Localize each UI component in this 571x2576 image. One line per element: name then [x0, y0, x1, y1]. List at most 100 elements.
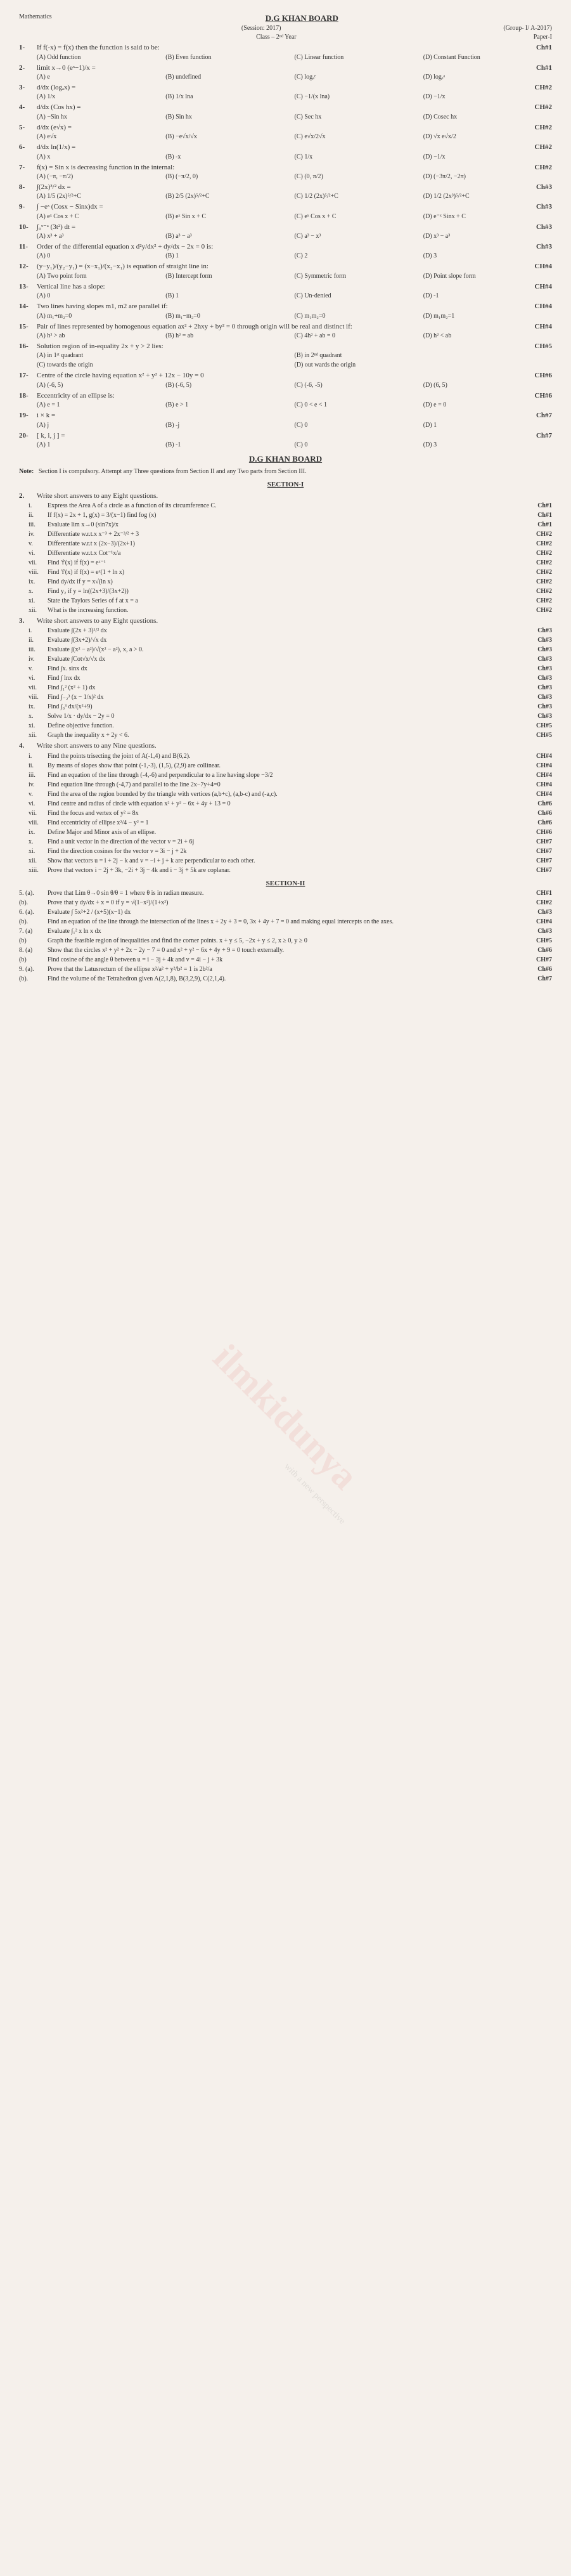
mcq-opts: (A) 1/x(B) 1/x lna(C) −1/(x lna)(D) −1/x — [19, 93, 552, 101]
ch-ref: Ch#3 — [520, 183, 552, 192]
mcq-opts: (A) 0(B) 1(C) 2(D) 3 — [19, 252, 552, 261]
sub-question: ix. Find ∫₀³ dx/(x²+9) Ch#3 — [19, 703, 552, 712]
mcq-opts: (A) (-6, 5)(B) (-6, 5)(C) (-6, -5)(D) (6… — [19, 381, 552, 390]
long-num: 8. (a) — [19, 946, 48, 955]
q-num: 2- — [19, 63, 37, 73]
mcq-opt: (D) -1 — [423, 292, 552, 301]
mcq-opt: (D) 1/2 (2x³)⁵/²+C — [423, 192, 552, 201]
mcq-opt: (C) towards the origin — [37, 361, 165, 370]
ch-ref: CH#5 — [520, 342, 552, 351]
mcq-opts: (A) e = 1(B) e > 1(C) 0 < e < 1(D) e = 0 — [19, 401, 552, 410]
mcq-opt: (A) x³ + a³ — [37, 232, 165, 241]
mcq-row: 4- d/dx (Cos hx) = CH#2 — [19, 103, 552, 112]
sub-ch: Ch#3 — [523, 646, 552, 654]
ch-ref: Ch#3 — [520, 202, 552, 212]
sub-num: iv. — [29, 655, 48, 664]
mcq-opt: (D) m₁m₂=1 — [423, 312, 552, 321]
long-text: Find cosine of the angle θ between u = i… — [48, 956, 523, 965]
sub-ch: CH#4 — [523, 781, 552, 790]
q-num: 18- — [19, 391, 37, 401]
mcq-opt: (A) Two point form — [37, 272, 165, 281]
sub-ch: CH#7 — [523, 838, 552, 847]
sub-num: ix. — [29, 578, 48, 587]
mcq-opts: (A) eˣ Cos x + C(B) eˣ Sin x + C(C) eˣ C… — [19, 212, 552, 221]
long-text: Find an equation of the line through the… — [48, 918, 523, 927]
sub-question: xi. Find the direction cosines for the v… — [19, 847, 552, 856]
mcq-opts: (A) h² > ab(B) h² = ab(C) 4h² + ab = 0(D… — [19, 332, 552, 341]
mcq-opts: (A) x(B) -x(C) 1/x(D) −1/x — [19, 153, 552, 162]
sub-ch: CH#2 — [523, 540, 552, 549]
mcq-opt: (A) −Sin hx — [37, 113, 165, 122]
mcq-opt: (C) −1/(x lna) — [295, 93, 423, 101]
sub-num: ix. — [29, 703, 48, 712]
long-num: (b) — [19, 937, 48, 946]
mcq-opt: (D) (−3π/2, −2π) — [423, 172, 552, 181]
mcq-opt: (C) Sec hx — [295, 113, 423, 122]
q3-head: 3.Write short answers to any Eight quest… — [19, 616, 552, 626]
note: Note: Section I is compulsory. Attempt a… — [19, 467, 552, 476]
sub-question: ii. By means of slopes show that point (… — [19, 762, 552, 771]
sub-text: Prove that vectors i − 2j + 3k, −2i + 3j… — [48, 866, 523, 875]
mcq-opt: (B) -j — [165, 421, 294, 430]
mcq-opt: (C) 1/2 (2x)⁵/²+C — [295, 192, 423, 201]
q-text: d/dx (e√x) = — [37, 123, 520, 133]
q2-head: 2.Write short answers to any Eight quest… — [19, 491, 552, 501]
sub-question: v. Differentiate w.r.t x (2x−3)/(2x+1) C… — [19, 540, 552, 549]
sub-question: xii. Show that vectors u = i + 2j − k an… — [19, 857, 552, 866]
mcq-row: 11- Order of the differential equation x… — [19, 242, 552, 252]
mcq-row: 13- Vertical line has a slope: CH#4 — [19, 282, 552, 292]
sub-num: xiii. — [29, 866, 48, 875]
sub-text: Find y₂ if y = ln((2x+3)/(3x+2)) — [48, 587, 523, 596]
sub-text: Find 'f'(x) if f(x) = eˣ(1 + ln x) — [48, 568, 523, 577]
sub-ch: Ch#3 — [523, 684, 552, 693]
q-num: 14- — [19, 302, 37, 311]
q-text: [ k, i, j ] = — [37, 431, 520, 441]
q-num: 12- — [19, 262, 37, 271]
q-text: f(x) = Sin x is decreasing function in t… — [37, 163, 520, 172]
mcq-opt: (D) Point slope form — [423, 272, 552, 281]
q-num: 8- — [19, 183, 37, 192]
header-row3: Paper-I Class – 2ⁿᵈ Year — [19, 33, 552, 42]
ch-ref: Ch#1 — [520, 63, 552, 73]
long-text: Find the volume of the Tetrahedron given… — [48, 975, 523, 984]
sub-num: xii. — [29, 731, 48, 740]
ch-ref: CH#2 — [520, 103, 552, 112]
mcq-opt: (C) Symmetric form — [295, 272, 423, 281]
mcq-opt: (C) m₁m₂=0 — [295, 312, 423, 321]
q-num: 15- — [19, 322, 37, 332]
q3-items: i. Evaluate ∫(2x + 3)¹/² dx Ch#3ii. Eval… — [19, 627, 552, 740]
mcq-opt: (B) 1 — [165, 292, 294, 301]
mcq-opt: (C) 0 < e < 1 — [295, 401, 423, 410]
long-text: Evaluate ∫₁² x ln x dx — [48, 927, 523, 936]
sub-num: x. — [29, 712, 48, 721]
sub-question: x. Find y₂ if y = ln((2x+3)/(3x+2)) CH#2 — [19, 587, 552, 596]
mcq-opt: (B) (-6, 5) — [165, 381, 294, 390]
mcq-row: 20- [ k, i, j ] = Ch#7 — [19, 431, 552, 441]
mcq-opt: (C) (-6, -5) — [295, 381, 423, 390]
long-question: (b) Find cosine of the angle θ between u… — [19, 956, 552, 965]
mcq-opts: (A) Two point form(B) Intercept form(C) … — [19, 272, 552, 281]
sub-ch: CH#6 — [523, 828, 552, 837]
mcq-section: 1- If f(-x) = f(x) then the function is … — [19, 43, 552, 450]
sub-text: Find dy/dx if y = x√(ln x) — [48, 578, 523, 587]
paper: Paper-I — [534, 33, 552, 42]
mcq-opt: (A) eˣ Cos x + C — [37, 212, 165, 221]
ch-ref: CH#4 — [520, 302, 552, 311]
mcq-row: 19- i × k = Ch#7 — [19, 411, 552, 420]
mcq-opt: (B) −e√x/√x — [165, 133, 294, 141]
mcq-row: 12- (y−y₁)/(y₂−y₁) = (x−x₁)/(x₂−x₁) is e… — [19, 262, 552, 271]
sub-ch: Ch#3 — [523, 703, 552, 712]
mcq-opts: (A) e√x(B) −e√x/√x(C) e√x/2√x(D) √x e√x/… — [19, 133, 552, 141]
mcq-opt: (C) e√x/2√x — [295, 133, 423, 141]
mcq-opt: (D) out wards the origin — [295, 361, 423, 370]
mcq-opt: (A) x — [37, 153, 165, 162]
mcq-opt: (B) 1 — [165, 252, 294, 261]
sub-text: Find equation line through (-4,7) and pa… — [48, 781, 523, 790]
sub-text: Evaluate ∫(3x+2)/√x dx — [48, 636, 523, 645]
q-num: 1- — [19, 43, 37, 53]
long-text: Prove that the Latusrectum of the ellips… — [48, 965, 523, 974]
mcq-opt: (C) a³ − x³ — [295, 232, 423, 241]
sub-ch: CH#2 — [523, 530, 552, 539]
mcq-opt: (A) 1 — [37, 441, 165, 450]
mcq-opt: (D) h² < ab — [423, 332, 552, 341]
